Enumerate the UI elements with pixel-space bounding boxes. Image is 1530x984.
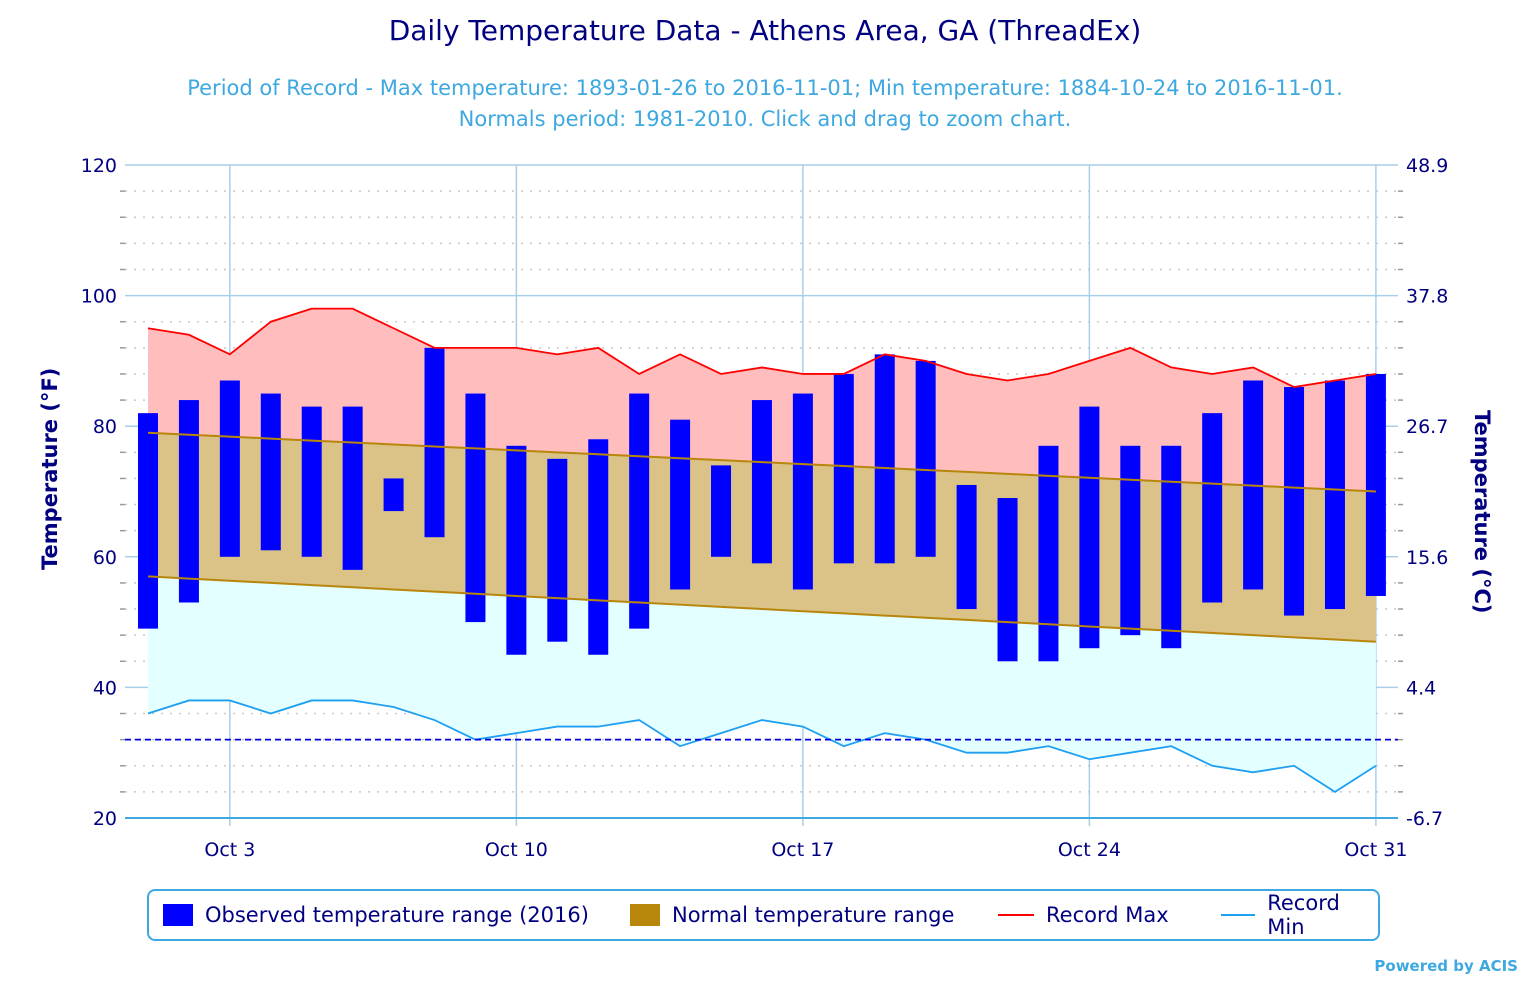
observed-range-bar — [178, 400, 199, 603]
legend-swatch-observed — [163, 904, 193, 926]
y-tick-label-left: 20 — [93, 808, 117, 830]
y-tick-label-left: 80 — [93, 416, 117, 438]
x-tick-label: Oct 10 — [485, 839, 548, 861]
record-min-line — [147, 699, 1377, 793]
legend-item-record-max[interactable]: Record Max — [998, 891, 1169, 939]
y-tick-label-left: 100 — [81, 286, 117, 308]
x-tick-label: Oct 31 — [1344, 839, 1407, 861]
observed-range-bar — [997, 498, 1018, 662]
legend-swatch-normal — [630, 904, 660, 926]
observed-range-bar — [833, 373, 854, 564]
observed-range-bar — [956, 484, 977, 610]
observed-range-bar — [301, 406, 322, 557]
chart-legend: Observed temperature range (2016) Normal… — [147, 889, 1380, 941]
observed-range-bar — [1202, 413, 1223, 603]
observed-range-bar — [874, 354, 895, 564]
legend-item-record-min[interactable]: Record Min — [1221, 891, 1378, 939]
observed-range-bar — [1324, 380, 1345, 610]
legend-label-observed: Observed temperature range (2016) — [205, 903, 589, 927]
y-tick-label-right: -6.7 — [1406, 808, 1443, 830]
x-tick-label: Oct 24 — [1058, 839, 1121, 861]
legend-item-observed[interactable]: Observed temperature range (2016) — [163, 891, 589, 939]
y-tick-label-right: 48.9 — [1406, 155, 1448, 177]
legend-label-record-max: Record Max — [1046, 903, 1169, 927]
chart-title: Daily Temperature Data - Athens Area, GA… — [388, 14, 1142, 47]
y-tick-label-left: 120 — [81, 155, 117, 177]
normal-min-line — [147, 575, 1376, 643]
x-tick-label: Oct 3 — [204, 839, 255, 861]
line-layer — [125, 307, 1398, 793]
x-tick-label: Oct 17 — [771, 839, 834, 861]
observed-range-bar — [670, 419, 691, 590]
observed-range-bar — [711, 465, 732, 557]
legend-swatch-record-max — [998, 914, 1034, 916]
record-max-line — [147, 307, 1377, 388]
y-tick-label-left: 60 — [93, 547, 117, 569]
observed-range-bar — [915, 360, 936, 557]
observed-range-bar — [547, 458, 568, 642]
observed-range-bar — [260, 393, 281, 551]
observed-range-bar — [1161, 445, 1182, 649]
bar-layer — [138, 347, 1386, 662]
legend-swatch-record-min — [1221, 914, 1256, 916]
observed-range-bar — [588, 439, 609, 655]
y-tick-label-right: 15.6 — [1406, 547, 1448, 569]
observed-range-bar — [506, 445, 527, 655]
record-min-area — [148, 576, 1376, 792]
legend-label-normal: Normal temperature range — [672, 903, 955, 927]
observed-range-bar — [219, 380, 240, 557]
y-tick-label-left: 40 — [93, 677, 117, 699]
observed-range-bar — [1120, 445, 1141, 636]
y-tick-label-right: 26.7 — [1406, 416, 1448, 438]
observed-range-bar — [342, 406, 363, 570]
observed-range-bar — [751, 400, 772, 564]
y-tick-label-right: 4.4 — [1406, 677, 1436, 699]
observed-range-bar — [383, 478, 404, 512]
observed-range-bar — [465, 393, 486, 623]
observed-range-bar — [138, 413, 158, 629]
legend-label-record-min: Record Min — [1267, 891, 1340, 939]
observed-range-bar — [792, 393, 813, 590]
observed-range-bar — [1365, 373, 1386, 596]
y-tick-label-right: 37.8 — [1406, 286, 1448, 308]
axis-layer: 20 -6.7 40 4.4 60 15.6 80 26.7 100 37.8 120 48.9 Oct… — [81, 155, 1449, 861]
chart-subtitle-period: Period of Record - Max temperature: 1893… — [187, 76, 1343, 100]
y-axis-title-left: Temperature (°F) — [38, 367, 62, 570]
observed-range-bar — [1284, 387, 1305, 616]
y-axis-title-right: Temperature (°C) — [1470, 410, 1494, 614]
observed-range-bar — [1038, 445, 1059, 662]
observed-range-bar — [629, 393, 650, 629]
observed-range-bar — [1079, 406, 1100, 649]
legend-item-normal[interactable]: Normal temperature range — [630, 891, 954, 939]
observed-range-bar — [424, 347, 445, 538]
chart-subtitle-normals: Normals period: 1981-2010. Click and dra… — [458, 107, 1072, 131]
powered-by-acis-link[interactable]: Powered by ACIS — [1374, 957, 1518, 975]
normal-max-line — [147, 431, 1376, 493]
